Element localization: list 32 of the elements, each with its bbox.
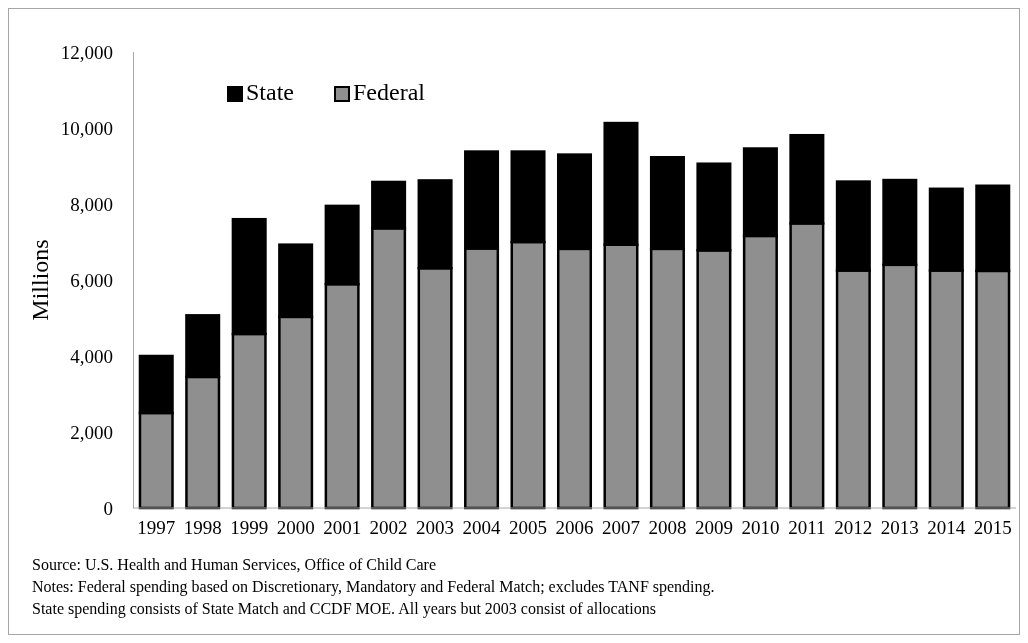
y-tick-label: 6,000 [70,269,113,291]
y-tick-label: 8,000 [70,193,113,215]
x-tick-label: 2010 [741,517,780,538]
y-tick-label: 2,000 [70,421,113,443]
x-tick-label: 2012 [834,517,873,538]
text: Notes: Federal spending based on Discretionary, Mandatory and Federal Match; excludes TANF spending. [32,578,715,596]
x-tick-label: 1997 [137,517,176,538]
text: State spending consists of State Match and CCDF MOE. All years but 2003 consist of allocations [32,600,656,618]
x-tick-label: 2006 [555,517,594,538]
y-tick-label: 0 [103,497,113,519]
y-tick-label: 10,000 [60,117,113,139]
x-tick-label: 2009 [694,517,733,538]
x-tick-label: 1998 [183,517,222,538]
x-tick-label: 2003 [416,517,455,538]
x-tick-label: 2005 [509,517,548,538]
legend-label: State [246,79,294,105]
legend-label: Federal [353,79,426,105]
x-tick-label: 2015 [973,517,1012,538]
x-tick-label: 2014 [927,517,966,538]
x-tick-label: 2002 [369,517,408,538]
y-tick-label: 4,000 [70,345,113,367]
x-tick-label: 2008 [648,517,687,538]
y-tick-label: 12,000 [60,41,113,63]
x-tick-label: 2000 [276,517,315,538]
x-tick-label: 1999 [230,517,269,538]
x-tick-label: 2004 [462,517,502,538]
y-axis-title: Millions [27,239,53,321]
x-tick-label: 2001 [323,517,362,538]
source-note: Source: U.S. Health and Human Services, Office of Child Care [32,556,437,573]
x-tick-label: 2013 [880,517,919,538]
x-tick-label: 2007 [601,517,640,538]
x-tick-label: 2011 [788,517,826,538]
